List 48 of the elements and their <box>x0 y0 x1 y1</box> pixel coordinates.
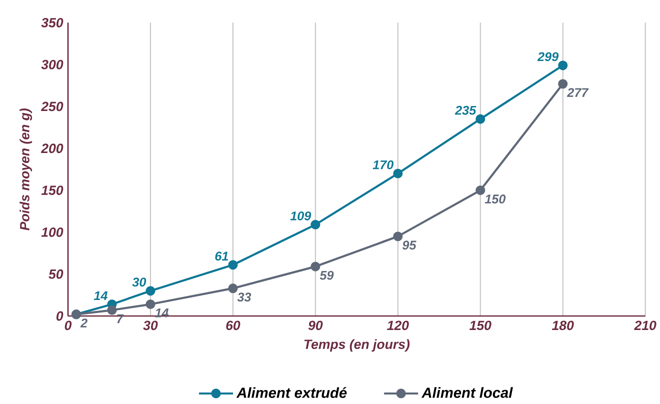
point <box>476 186 486 196</box>
data-label: 150 <box>484 194 506 204</box>
point <box>558 79 568 89</box>
y-tick-label: 50 <box>48 269 64 279</box>
x-tick-label: 150 <box>470 320 492 330</box>
data-label: 33 <box>237 292 252 302</box>
y-axis-title: Poids moyen (en g) <box>20 108 32 230</box>
data-label: 14 <box>94 291 108 300</box>
data-label: 299 <box>537 52 559 62</box>
data-label: 30 <box>132 278 146 287</box>
y-tick-label: 200 <box>40 144 64 154</box>
point <box>310 220 320 230</box>
x-tick-label: 210 <box>634 320 656 330</box>
point <box>146 299 156 310</box>
x-tick-label: 90 <box>308 320 323 330</box>
legend-label: Aliment extrudé <box>236 387 347 398</box>
data-label: 277 <box>566 88 589 97</box>
point <box>107 305 117 315</box>
data-label: 7 <box>117 314 124 324</box>
y-tick-label: 0 <box>56 311 64 321</box>
y-tick-label: 350 <box>41 18 64 28</box>
point <box>558 60 568 70</box>
point <box>228 284 238 294</box>
data-label: 61 <box>215 252 228 261</box>
data-label: 235 <box>454 106 476 115</box>
point <box>393 232 403 242</box>
x-tick-label: 120 <box>387 320 409 330</box>
y-tick-label: 150 <box>41 186 64 195</box>
point <box>228 260 238 270</box>
y-tick-label: 300 <box>41 60 64 70</box>
data-label: 170 <box>372 160 394 170</box>
x-tick-label: 0 <box>64 320 72 330</box>
point <box>146 286 156 296</box>
x-tick-label: 30 <box>143 320 158 330</box>
point <box>310 262 320 272</box>
point <box>476 114 486 124</box>
data-label: 2 <box>80 318 88 328</box>
legend-label: Aliment local <box>421 387 513 398</box>
x-tick-label: 180 <box>552 320 574 330</box>
data-label: 95 <box>402 240 416 250</box>
data-label: 59 <box>320 270 334 280</box>
x-axis-title: Temps (en jours) <box>304 339 410 352</box>
y-tick-label: 100 <box>41 227 64 237</box>
point <box>393 168 403 178</box>
data-label: 14 <box>154 308 169 318</box>
data-label: 109 <box>290 211 312 220</box>
x-tick-label: 60 <box>226 320 240 330</box>
y-tick-label: 250 <box>40 102 64 112</box>
